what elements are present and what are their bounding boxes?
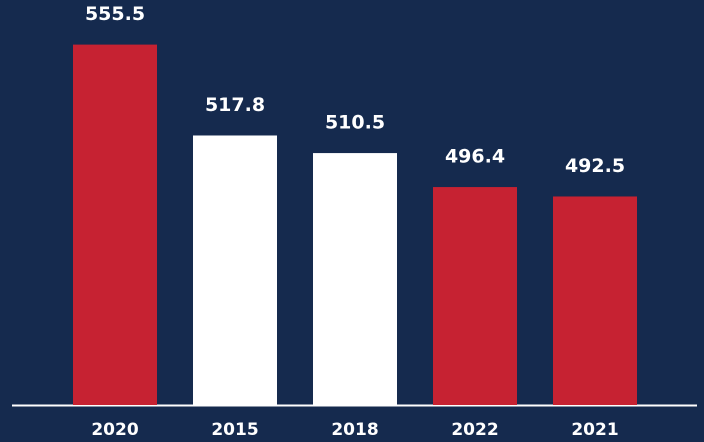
value-label: 492.5: [565, 155, 625, 177]
bar: [193, 135, 277, 405]
x-tick-label: 2021: [571, 420, 618, 440]
x-tick-label: 2015: [211, 420, 258, 440]
bar: [553, 196, 637, 405]
value-label: 517.8: [205, 94, 265, 116]
value-label: 555.5: [85, 3, 145, 25]
x-tick-label: 2022: [451, 420, 498, 440]
bar: [73, 44, 157, 406]
bar: [313, 153, 397, 405]
x-tick-label: 2018: [331, 420, 378, 440]
bar: [433, 187, 517, 405]
value-label: 510.5: [325, 112, 385, 134]
x-tick-label: 2020: [91, 420, 138, 440]
value-label: 496.4: [445, 146, 505, 168]
